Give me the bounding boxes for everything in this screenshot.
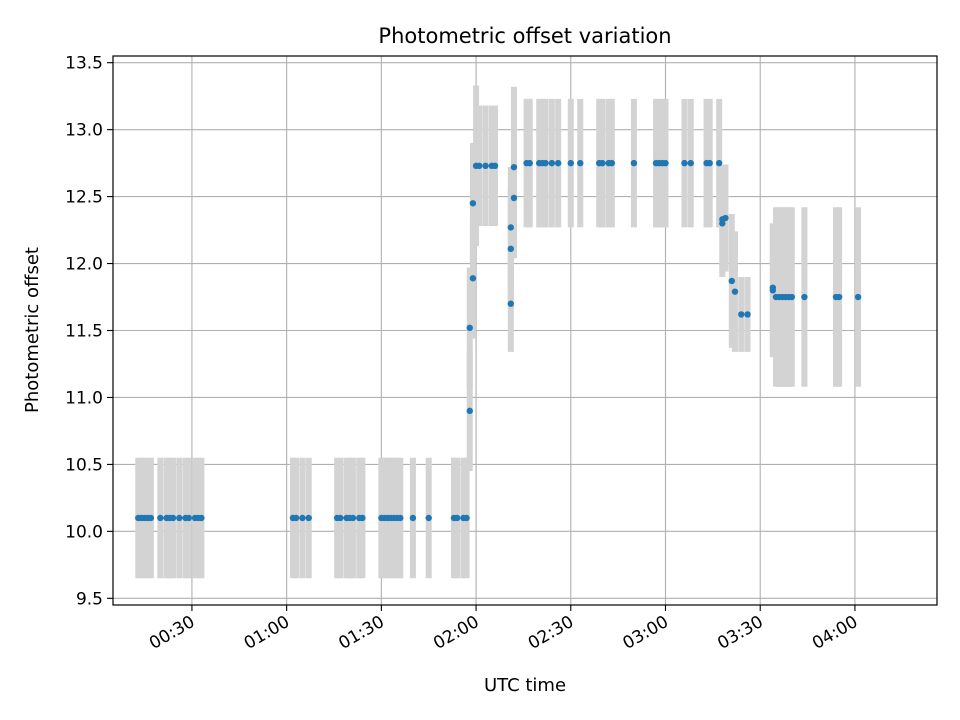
data-point (554, 159, 562, 167)
data-point (397, 514, 404, 522)
data-point (507, 245, 514, 253)
data-point (715, 159, 723, 167)
x-tick-label: 03:30 (714, 612, 766, 654)
data-point (548, 159, 556, 167)
x-tick-label: 01:30 (335, 612, 387, 654)
data-point (292, 514, 300, 522)
x-axis-label: UTC time (484, 675, 566, 696)
data-point (681, 159, 688, 167)
data-point (722, 214, 729, 222)
y-tick-label: 11.0 (65, 388, 103, 408)
data-point (526, 159, 533, 167)
data-point (788, 293, 795, 301)
y-tick-label: 12.0 (65, 255, 103, 275)
y-tick-label: 10.5 (65, 455, 103, 475)
data-point (299, 514, 306, 522)
data-point (728, 277, 735, 285)
data-point (608, 159, 616, 167)
data-point (453, 514, 461, 522)
data-point (510, 194, 518, 202)
data-point (359, 514, 366, 522)
x-tick-label: 04:00 (809, 612, 861, 654)
data-point (744, 311, 751, 318)
data-point (466, 324, 473, 332)
data-point (169, 514, 177, 522)
data-point (185, 514, 192, 522)
data-point (476, 162, 483, 169)
data-point (463, 514, 470, 522)
data-point (687, 159, 694, 167)
data-point (835, 293, 843, 301)
x-tick-label: 02:30 (525, 612, 577, 654)
data-point (337, 514, 344, 522)
data-point (510, 163, 518, 171)
y-axis-label: Photometric offset (22, 247, 43, 413)
y-tick-label: 12.5 (65, 188, 103, 208)
data-point (599, 159, 606, 167)
y-tick-label: 13.5 (65, 54, 103, 74)
data-point (198, 514, 205, 522)
data-point (466, 407, 473, 415)
data-point (157, 514, 164, 522)
data-point (567, 159, 574, 167)
data-point (731, 288, 739, 295)
data-point (147, 514, 155, 522)
data-points (135, 159, 862, 522)
data-point (491, 162, 499, 169)
data-point (425, 514, 432, 522)
data-point (662, 159, 669, 167)
data-point (801, 293, 808, 301)
data-point (469, 275, 477, 282)
data-point (769, 287, 777, 294)
y-tick-label: 13.0 (65, 121, 103, 141)
data-point (507, 300, 514, 307)
data-point (482, 162, 489, 169)
data-point (409, 514, 417, 522)
data-point (630, 159, 638, 167)
x-tick-label: 02:00 (430, 612, 482, 654)
y-tick-label: 10.0 (65, 522, 103, 542)
x-tick-label: 01:00 (241, 612, 293, 654)
y-tick-label: 11.5 (65, 322, 103, 342)
data-point (542, 159, 549, 167)
x-tick-label: 00:30 (146, 612, 198, 654)
x-tick-label: 03:00 (620, 612, 672, 654)
data-point (738, 311, 745, 318)
data-point (706, 159, 713, 167)
data-point (577, 159, 584, 167)
x-ticks: 00:30 01:00 01:30 02:00 02:30 03:00 03:30 04:00 (146, 605, 861, 654)
data-point (469, 200, 477, 207)
y-ticks: 9.5 10.0 10.5 11.0 11.5 12.0 12.5 13.0 13.5 (65, 54, 113, 609)
data-point (507, 224, 514, 231)
data-point (176, 514, 183, 522)
data-point (305, 514, 312, 522)
data-point (349, 514, 357, 522)
data-point (854, 293, 862, 301)
chart-title: Photometric offset variation (378, 24, 671, 48)
y-tick-label: 9.5 (76, 589, 103, 609)
